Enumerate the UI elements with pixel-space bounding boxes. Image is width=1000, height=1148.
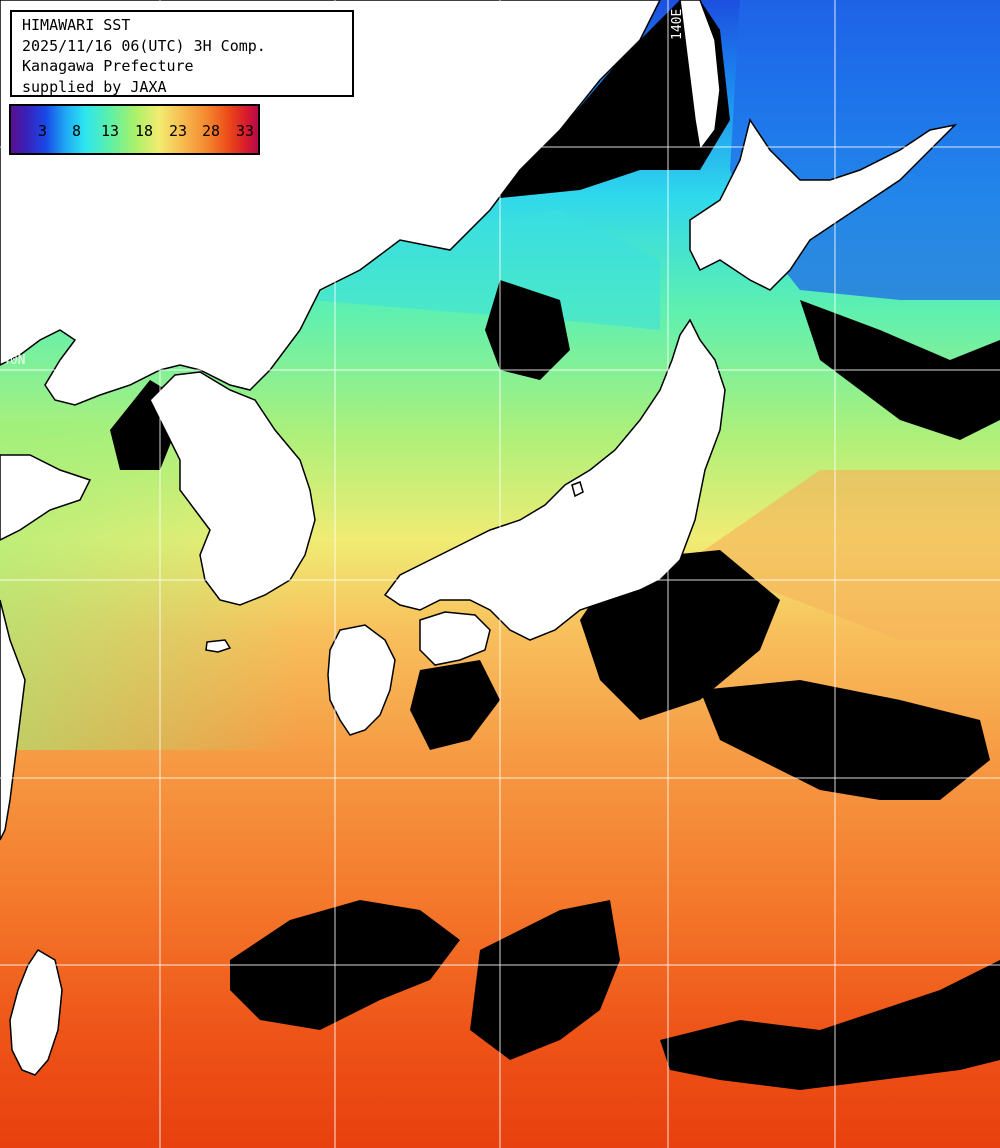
cloud-pacific-south-east: [660, 960, 1000, 1090]
supplier-label: supplied by JAXA: [22, 77, 167, 96]
temperature-colorbar: 3 8 13 18 23 28 33: [9, 104, 260, 155]
cloud-shikoku-south: [410, 660, 500, 750]
latitude-label: 40N: [2, 353, 26, 368]
land-masses: [0, 0, 958, 1076]
colorbar-tick: 13: [101, 122, 120, 140]
sst-warm-tongue: [690, 470, 1000, 640]
sst-cyan-band: [310, 210, 660, 330]
land-korean-peninsula: [149, 371, 316, 606]
land-china-coast: [0, 454, 92, 541]
info-box: HIMAWARI SST 2025/11/16 06(UTC) 3H Comp.…: [10, 10, 354, 97]
cloud-pacific-south-central: [470, 900, 620, 1060]
land-hokkaido: [689, 118, 958, 291]
longitude-label: 140E: [670, 8, 685, 40]
colorbar-tick: 28: [202, 122, 221, 140]
land-china-south-coast: [0, 599, 26, 841]
colorbar-tick: 18: [135, 122, 154, 140]
cloud-sea-of-japan: [485, 280, 570, 380]
land-asia-mainland-north: [0, 0, 661, 406]
colorbar-tick: 3: [38, 122, 48, 140]
product-title: HIMAWARI SST: [22, 16, 131, 34]
cloud-masks: [110, 0, 1000, 1090]
land-shikoku: [419, 611, 491, 666]
land-sakhalin: [679, 0, 721, 152]
cloud-east-pacific-big: [700, 680, 990, 800]
colorbar-tick: 8: [72, 122, 82, 140]
colorbar-tick: 23: [169, 122, 188, 140]
prefecture-label: Kanagawa Prefecture: [22, 57, 194, 75]
colorbar-tick: 33: [236, 122, 255, 140]
land-sado-island: [571, 481, 584, 498]
land-taiwan: [9, 948, 63, 1076]
land-kyushu: [327, 624, 396, 736]
datetime-label: 2025/11/16 06(UTC) 3H Comp.: [22, 36, 266, 55]
land-honshu: [383, 318, 726, 641]
land-jeju-island: [205, 639, 232, 653]
